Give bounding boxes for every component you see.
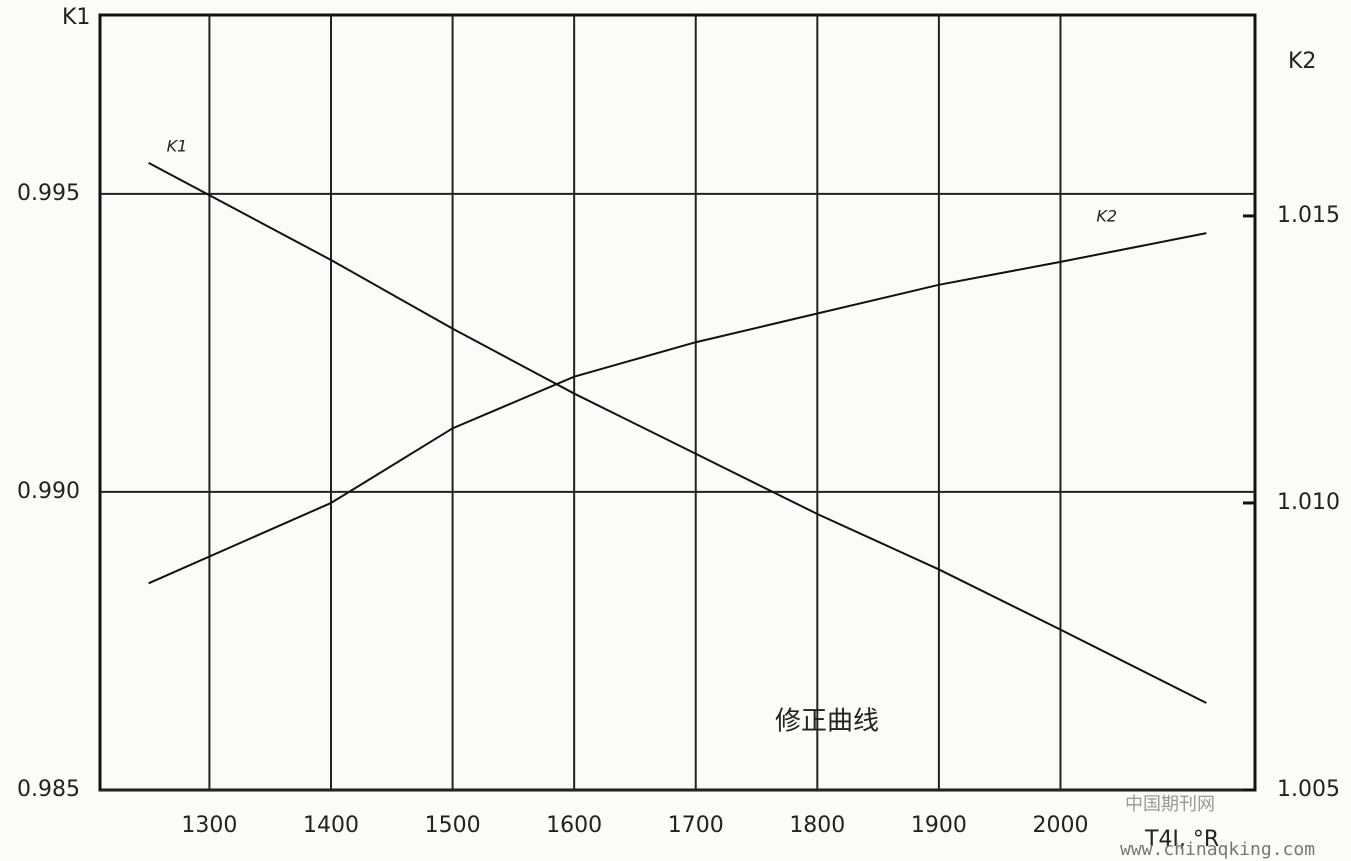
x-tick-label: 1500 xyxy=(425,813,481,838)
y2-tick-label: 1.015 xyxy=(1277,203,1340,228)
y-tick-label: 0.995 xyxy=(17,181,80,206)
x-tick-label: 1900 xyxy=(911,813,967,838)
x-tick-label: 1600 xyxy=(546,813,602,838)
y2-tick-label: 1.010 xyxy=(1277,490,1340,515)
line xyxy=(148,232,1207,585)
series-label: K1 xyxy=(167,136,188,155)
x-tick-label: 1300 xyxy=(181,813,237,838)
x-tick-label: 1800 xyxy=(789,813,845,838)
y2-tick-label: 1.005 xyxy=(1277,777,1340,802)
plot-frame xyxy=(98,13,1257,792)
x-tick-label: 1700 xyxy=(668,813,724,838)
y-tick-label: 0.985 xyxy=(17,777,80,802)
x-tick-label: 1400 xyxy=(303,813,359,838)
line xyxy=(148,161,1207,704)
x-tick-label: 2000 xyxy=(1032,813,1088,838)
series-label: K2 xyxy=(1096,207,1117,226)
watermark: www.chinaqking.com xyxy=(1120,839,1315,860)
annotation: 修正曲线 xyxy=(775,707,879,737)
y-axis-label: K1 xyxy=(62,5,90,30)
y-tick-label: 0.990 xyxy=(17,479,80,504)
x-axis-label: T4I, °R xyxy=(1144,827,1219,852)
y2-axis-label: K2 xyxy=(1288,49,1316,74)
watermark: 中国期刊网 xyxy=(1125,794,1215,815)
